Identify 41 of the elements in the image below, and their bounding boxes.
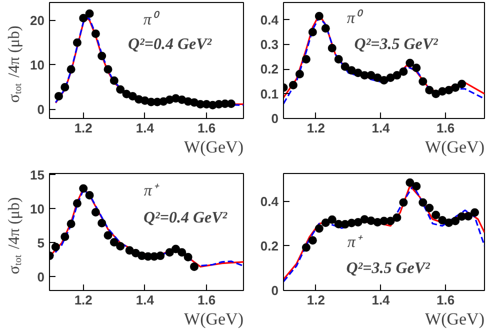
annotation: π⁺ <box>347 234 364 252</box>
x-tick-label: 1.4 <box>136 120 155 136</box>
x-tick-label: 1.4 <box>136 292 155 308</box>
y-tick-label: 0.2 <box>260 62 279 77</box>
annotation: π⁺ <box>144 182 160 200</box>
y-tick-label: 10 <box>30 201 45 216</box>
x-tick-label: 1.4 <box>372 120 391 136</box>
x-tick-label: 1.2 <box>74 120 92 136</box>
x-axis-title: W(GeV) <box>184 310 244 328</box>
y-tick-label: 20 <box>30 12 45 28</box>
x-axis-title: W(GeV) <box>184 138 244 156</box>
y-tick-label: 5 <box>37 235 45 250</box>
x-tick-label: 1.6 <box>436 292 455 308</box>
y-axis-title: σtot/4π (μb) <box>6 26 24 103</box>
x-tick-label: 1.2 <box>74 292 92 308</box>
y-tick-label: 0.3 <box>260 36 279 52</box>
y-tick-label: 0 <box>37 269 45 284</box>
y-tick-label: 15 <box>30 167 45 182</box>
x-tick-label: 1.6 <box>436 120 455 136</box>
x-tick-label: 1.6 <box>198 120 216 136</box>
y-tick-label: 0 <box>271 111 279 126</box>
annotation: Q²=3.5 GeV² <box>346 260 432 277</box>
y-axis-title: σtot/4π (μb) <box>6 197 24 274</box>
annotation: π⁰ <box>346 9 364 28</box>
y-tick-label: 0.4 <box>260 194 280 209</box>
y-tick-label: 0 <box>37 102 45 118</box>
x-axis-title: W(GeV) <box>425 138 484 156</box>
y-tick-label: 0.1 <box>260 86 279 102</box>
annotation: π⁰ <box>143 10 160 28</box>
y-tick-label: 10 <box>30 57 45 72</box>
y-tick-label: 0 <box>271 283 279 298</box>
x-tick-label: 1.2 <box>306 120 325 136</box>
x-tick-label: 1.2 <box>306 292 325 308</box>
y-tick-label: 0.2 <box>260 238 279 254</box>
annotation: Q²=0.4 GeV² <box>144 209 228 226</box>
annotation: Q²=3.5 GeV² <box>354 36 440 53</box>
annotation: Q²=0.4 GeV² <box>128 36 213 53</box>
x-tick-label: 1.4 <box>372 292 391 308</box>
x-tick-label: 1.6 <box>198 292 216 308</box>
y-tick-label: 0.4 <box>260 12 280 28</box>
x-axis-title: W(GeV) <box>425 310 484 328</box>
